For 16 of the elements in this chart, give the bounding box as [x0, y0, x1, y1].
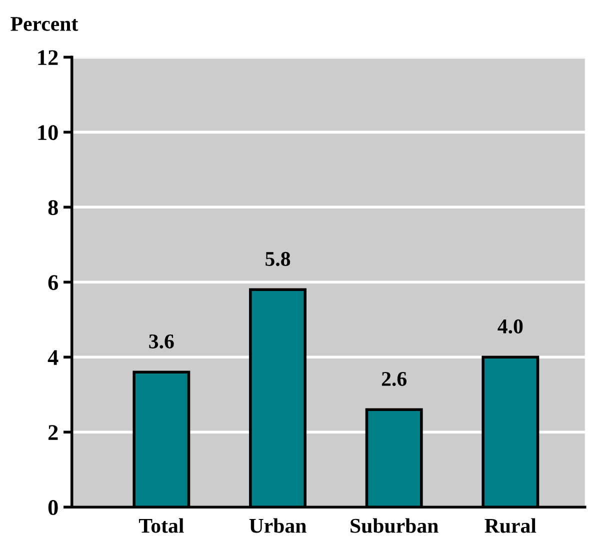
y-tick-label: 0 — [48, 500, 58, 516]
x-tick-label: Total — [138, 518, 184, 533]
y-tick-label: 12 — [38, 50, 58, 65]
y-tick-label: 10 — [38, 125, 58, 140]
x-tick-label: Urban — [249, 518, 306, 533]
data-label: 4.0 — [498, 319, 523, 334]
data-label: 5.8 — [266, 252, 290, 266]
y-tick-label: 2 — [48, 425, 58, 440]
y-tick-label: 8 — [48, 200, 58, 216]
y-tick-label: 4 — [48, 350, 58, 365]
data-label: 3.6 — [149, 334, 174, 349]
y-axis-title: Percent — [10, 17, 78, 31]
y-tick-label: 6 — [48, 275, 58, 290]
data-label: 2.6 — [382, 372, 407, 386]
x-tick-label: Suburban — [350, 518, 438, 533]
x-tick-label: Rural — [484, 518, 536, 533]
